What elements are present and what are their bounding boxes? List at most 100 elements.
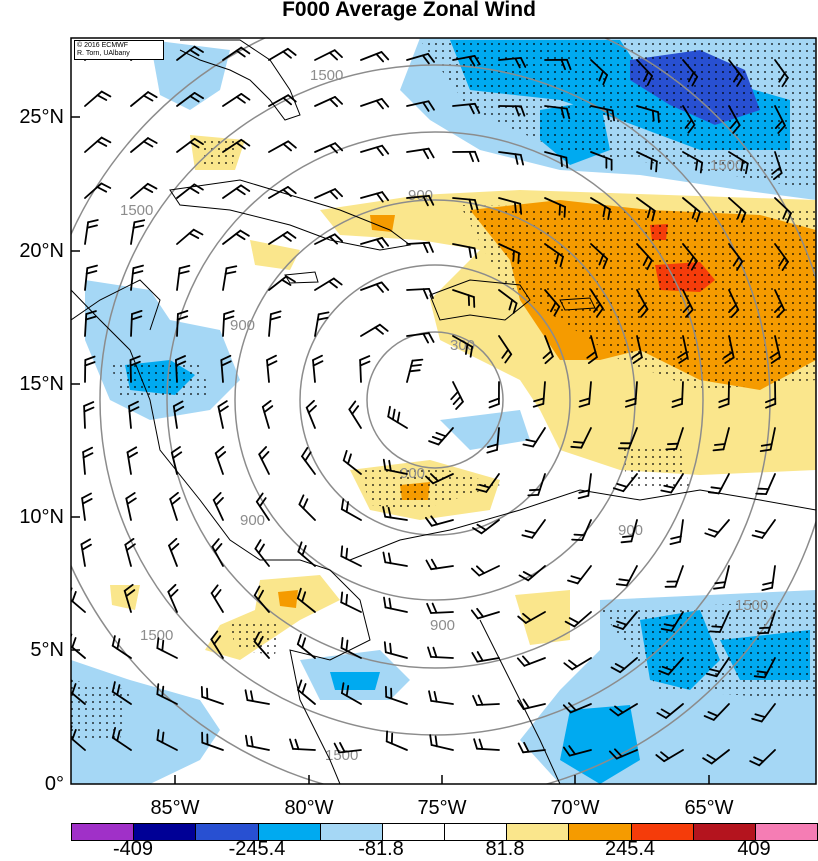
wind-barb-feather [473,247,478,260]
wind-barb-feather [625,402,637,408]
wind-barb-staff [210,592,224,613]
wind-barb-feather [430,515,439,526]
wind-barb-staff [573,611,592,628]
wind-barb-feather [568,617,580,624]
wind-barb-feather [703,715,715,721]
wind-barb-staff [498,197,522,205]
wind-barb-feather [131,309,143,315]
wind-barb-staff [576,565,592,585]
wind-barb-staff [296,643,316,659]
wind-barb-feather [345,593,349,606]
wind-barb-feather [340,682,345,694]
wind-barb-feather [82,452,94,459]
wind-barb-feather [342,449,348,462]
wind-barb-feather [663,623,676,627]
colorbar-swatch [569,824,632,840]
wind-barb-staff [81,497,86,521]
wind-barb-feather [740,211,747,223]
wind-barb-feather [71,729,77,741]
wind-barb-feather [614,663,626,670]
wind-barb-staff [222,267,228,291]
wind-barb-staff [130,267,135,291]
wind-barb-staff [268,275,288,291]
wind-barb-staff [476,703,500,706]
wind-barb-staff [674,565,684,588]
wind-barb-staff [156,647,178,659]
wind-barb-staff [406,194,430,199]
wind-barb-feather [618,578,631,582]
wind-barb-feather [661,665,673,672]
wind-barb-feather [729,119,738,130]
wind-barb-staff [571,657,592,671]
wind-barb-feather [193,183,204,191]
wind-barb-feather [651,109,655,122]
wind-barb-feather [282,97,293,106]
wind-barb-feather [473,55,481,66]
wind-barb-feather [375,238,384,249]
wind-barb-feather [282,50,292,59]
wind-barb-feather [388,597,392,610]
wind-barb-staff [172,405,178,429]
wind-barb-feather [478,483,491,489]
wind-barb-feather [329,144,339,154]
wind-barb-feather [771,166,781,175]
wind-barb-feather [193,137,204,146]
wind-barb-feather [410,363,422,367]
wind-barb-feather [432,646,438,659]
wind-barb-feather [282,142,293,152]
wind-barb-staff [537,473,546,496]
wind-barb-feather [778,256,786,267]
wind-barb-staff [717,473,730,495]
wind-barb-feather [411,358,424,362]
wind-barb-staff [430,744,454,751]
wind-barb-staff [430,656,454,659]
wind-barb-feather [517,699,525,710]
wind-barb-feather [161,639,165,652]
wind-barb-feather [301,637,307,649]
wind-barb-staff [774,151,783,174]
wind-barb-staff [359,359,362,383]
wind-barb-feather [660,708,672,716]
wind-barb-feather [704,532,716,538]
wind-barb-feather [706,754,717,761]
wind-barb-feather [298,494,305,506]
ring-label-1500: 1500 [735,597,768,614]
wind-barb-feather [235,187,246,196]
wind-barb-feather [210,630,219,641]
wind-barb-staff [130,137,149,153]
wind-barb-staff [258,453,270,475]
wind-barb-feather [347,453,352,465]
wind-barb-feather [127,451,139,459]
range-ring-600 [299,264,571,536]
wind-barb-staff [719,611,730,633]
wind-barb-feather [111,635,116,647]
wind-barb-feather [429,473,440,482]
wind-barb-feather [281,234,292,242]
wind-barb-staff [312,359,316,383]
wind-barb-feather [328,51,339,61]
wind-barb-staff [636,59,653,77]
wind-barb-feather [378,323,389,332]
wind-barb-staff [767,611,776,634]
central-america-outline [71,289,371,784]
wind-barb-staff [71,691,86,705]
stippled-region [420,40,816,190]
wind-barb-feather [751,534,764,539]
wind-barb-staff [774,335,781,359]
wind-barb-staff [385,695,408,705]
wind-barb-staff [176,228,195,245]
wind-barb-feather [754,713,766,718]
wind-barb-staff [201,696,224,705]
wind-barb-feather [774,119,784,130]
wind-barb-staff [682,59,699,78]
wind-barb-feather [468,198,474,211]
wind-barb-staff [406,241,430,245]
wind-barb-feather [258,446,268,456]
wind-barb-staff [125,497,132,521]
wind-barb-feather [598,70,604,82]
wind-barb-feather [189,186,200,194]
wind-barb-feather [215,496,224,506]
wind-barb-staff [485,473,500,493]
wind-barb-feather [473,199,479,211]
ring-label-1500: 1500 [120,202,153,219]
